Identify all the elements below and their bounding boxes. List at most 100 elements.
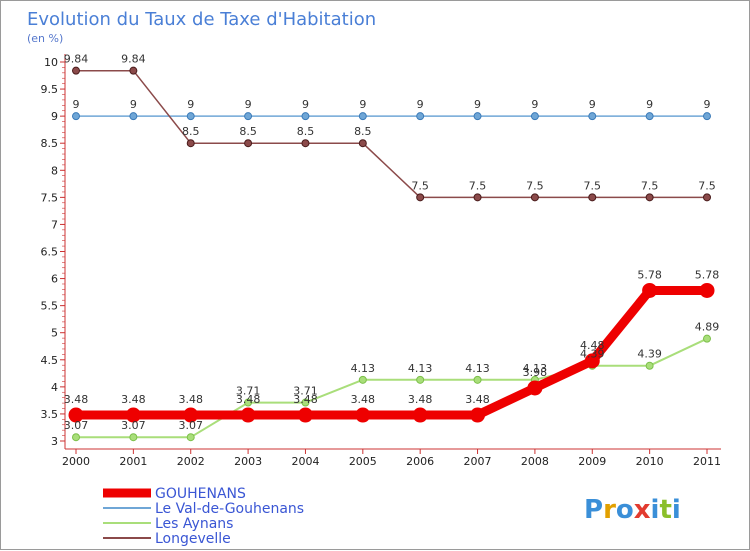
series-line-0	[76, 286, 707, 420]
data-label: 4.39	[637, 348, 662, 361]
data-point	[358, 112, 367, 121]
data-point	[183, 407, 199, 423]
data-label: 5.78	[695, 268, 720, 281]
data-label: 9	[589, 98, 596, 111]
data-label: 7.5	[411, 179, 429, 192]
data-label: 3.48	[64, 393, 89, 406]
x-tick-label: 2004	[291, 455, 319, 468]
x-tick-label: 2007	[464, 455, 492, 468]
data-point	[470, 407, 486, 423]
y-tick-label: 6.5	[41, 246, 59, 259]
y-tick-label: 7.5	[41, 191, 59, 204]
data-label: 9	[359, 98, 366, 111]
data-label: 9.84	[64, 53, 89, 66]
x-tick-label: 2005	[349, 455, 377, 468]
data-point	[416, 112, 425, 121]
data-point	[473, 375, 482, 384]
data-label: 3.07	[178, 419, 203, 432]
data-point	[129, 66, 138, 75]
logo-letter: o	[616, 495, 634, 525]
data-label: 3.48	[178, 393, 203, 406]
x-tick-label: 2011	[693, 455, 721, 468]
data-label: 4.39	[580, 348, 605, 361]
legend-label: Le Val-de-Gouhenans	[155, 501, 304, 517]
data-point	[297, 407, 313, 423]
data-labels: 3.48 3.48 3.48 3.48 3.48 3.48 3.48 3.48 3.98 4.48…	[64, 53, 720, 433]
data-label: 7.5	[641, 179, 659, 192]
data-point	[72, 112, 80, 121]
data-point	[416, 375, 425, 384]
y-tick-label: 7	[51, 218, 58, 231]
data-point	[473, 193, 482, 202]
axes: 3 3.5 4 4.5 5 5.5 6 6.5 7 7.5 8 8.5 9 9.5 10 2000 2001 20…	[41, 54, 721, 468]
data-label: 7.5	[526, 179, 544, 192]
data-point	[703, 334, 711, 343]
y-tick-label: 6	[51, 273, 58, 286]
y-tick-label: 9.5	[41, 83, 59, 96]
series-line-3	[76, 69, 707, 199]
data-label: 3.48	[408, 393, 433, 406]
x-tick-label: 2003	[234, 455, 262, 468]
data-point	[703, 112, 711, 121]
data-label: 4.89	[695, 321, 720, 334]
data-label: 9	[187, 98, 194, 111]
logo-text: Proxiti	[584, 495, 681, 525]
data-label: 7.5	[469, 179, 487, 192]
data-point	[244, 112, 253, 121]
legend-label: Les Aynans	[155, 516, 233, 532]
data-point	[129, 433, 138, 442]
data-label: 3.48	[121, 393, 146, 406]
data-point	[125, 407, 141, 423]
data-label: 9	[73, 98, 80, 111]
data-label: 9	[245, 98, 252, 111]
x-tick-label: 2008	[521, 455, 549, 468]
data-label: 9	[704, 98, 711, 111]
y-tick-label: 9	[51, 110, 58, 123]
data-label: 3.48	[351, 393, 376, 406]
data-label: 9	[417, 98, 424, 111]
data-label: 9	[302, 98, 309, 111]
data-label: 9	[531, 98, 538, 111]
y-tick-label: 5.5	[41, 300, 59, 313]
data-point	[416, 193, 425, 202]
data-label: 3.48	[236, 393, 261, 406]
data-point	[129, 112, 138, 121]
y-tick-label: 4.5	[41, 354, 59, 367]
x-tick-label: 2010	[636, 455, 664, 468]
data-point	[527, 380, 543, 396]
chart-title: Evolution du Taux de Taxe d'Habitation	[27, 9, 376, 30]
data-point	[301, 139, 310, 148]
data-point	[645, 112, 654, 121]
data-label: 5.78	[637, 268, 662, 281]
legend-label: GOUHENANS	[155, 486, 246, 502]
data-label: 3.48	[465, 393, 490, 406]
data-point	[72, 66, 80, 75]
y-tick-label: 5	[51, 327, 58, 340]
data-point	[301, 112, 310, 121]
data-point	[530, 193, 539, 202]
data-label: 4.13	[523, 362, 548, 375]
data-point	[244, 139, 253, 148]
logo-letter: P	[584, 495, 603, 525]
data-point	[301, 398, 310, 407]
y-tick-label: 8.5	[41, 137, 59, 150]
x-tick-label: 2000	[62, 455, 90, 468]
data-label: 7.5	[584, 179, 602, 192]
data-point	[699, 282, 715, 298]
y-tick-label: 8	[51, 164, 58, 177]
series-layer	[68, 66, 715, 442]
logo-letter: t	[659, 495, 671, 525]
data-label: 9	[646, 98, 653, 111]
data-label: 8.5	[239, 125, 257, 138]
data-label: 4.13	[351, 362, 376, 375]
data-label: 9	[130, 98, 137, 111]
data-point	[244, 398, 253, 407]
data-point	[355, 407, 371, 423]
data-point	[645, 193, 654, 202]
data-point	[584, 353, 600, 369]
x-tick-label: 2009	[578, 455, 606, 468]
data-point	[530, 112, 539, 121]
series-line-2	[76, 337, 708, 439]
